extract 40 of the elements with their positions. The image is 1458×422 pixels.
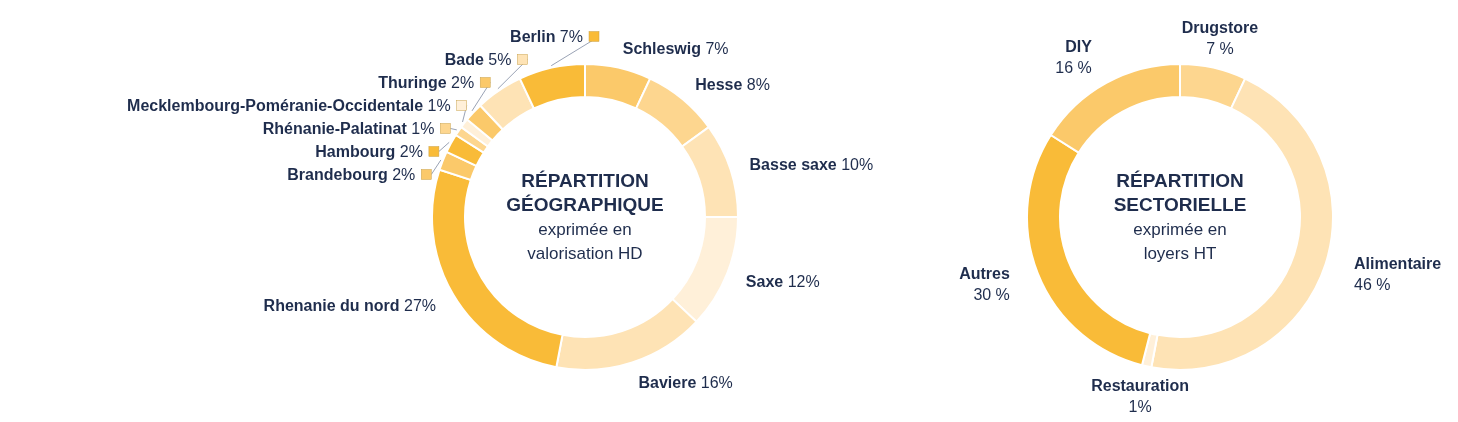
text: RÉPARTITION SECTORIELLE (1113, 170, 1247, 215)
legend-label: Bade (444, 51, 484, 69)
legend-label: Rhénanie-Palatinat (262, 120, 408, 138)
data-label: 5% (483, 51, 512, 69)
data-label: 2% (387, 166, 416, 184)
data-label: 7% (555, 28, 583, 46)
slice-label: Saxe (745, 272, 784, 290)
data-label: 8% (742, 75, 771, 93)
slice-label: Baviere (638, 373, 697, 391)
slice-label: DIY (1065, 37, 1093, 55)
data-label: 16% (696, 373, 733, 391)
slice-label: Schleswig (622, 40, 701, 58)
data-label: 10% (836, 155, 874, 173)
data-label: 46 % (1354, 275, 1391, 293)
data-label: 30 % (973, 286, 1010, 304)
slice-label: Rhenanie du nord (263, 297, 400, 315)
data-label: 1% (406, 120, 435, 138)
data-label: 2% (446, 74, 475, 92)
data-label: 1% (423, 97, 451, 115)
slice-label: Restauration (1091, 376, 1189, 394)
slice-label: Alimentaire (1354, 254, 1442, 272)
slice-label: Drugstore (1181, 19, 1259, 37)
data-label: 7% (700, 40, 729, 58)
data-label: 27% (399, 297, 437, 315)
text: RÉPARTITION GÉOGRAPHIQUE (506, 170, 664, 215)
legend-label: Hambourg (315, 143, 396, 161)
data-label: 1% (1128, 397, 1152, 415)
data-label: 16 % (1055, 58, 1092, 76)
text: exprimée en loyers HT (1133, 220, 1227, 263)
slice-label: Basse saxe (749, 155, 837, 173)
data-label: 12% (783, 272, 820, 290)
slice-label: Autres (959, 265, 1010, 283)
legend-label: Mecklembourg-Poméranie-Occidentale (127, 97, 424, 115)
legend-label: Brandebourg (287, 166, 388, 184)
data-label: 2% (395, 143, 423, 161)
legend-label: Thuringe (378, 74, 447, 92)
slice-label: Hesse (695, 75, 743, 93)
data-label: 7 % (1206, 40, 1234, 58)
legend-label: Berlin (510, 28, 556, 46)
text: exprimée en valorisation HD (527, 220, 643, 263)
